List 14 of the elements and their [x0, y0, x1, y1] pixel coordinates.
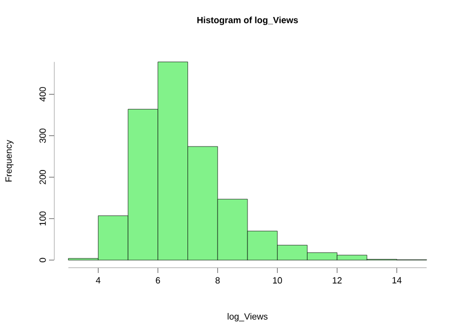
x-tick-label: 4 — [96, 277, 100, 284]
y-axis-title: Frequency — [5, 140, 14, 182]
chart-title: Histogram of log_Views — [197, 16, 298, 26]
y-tick-label: 200 — [39, 170, 46, 184]
x-tick-label: 14 — [392, 277, 402, 284]
x-tick-label: 8 — [216, 277, 220, 284]
y-tick-label: 300 — [39, 128, 46, 143]
x-tick-label: 6 — [156, 277, 160, 284]
y-tick-label: 100 — [39, 211, 46, 226]
x-axis-title: log_Views — [228, 313, 268, 322]
x-tick-label: 10 — [273, 277, 282, 284]
y-tick-label: 0 — [39, 258, 46, 262]
x-tick-label: 12 — [332, 277, 342, 284]
y-tick-label: 400 — [39, 87, 46, 102]
